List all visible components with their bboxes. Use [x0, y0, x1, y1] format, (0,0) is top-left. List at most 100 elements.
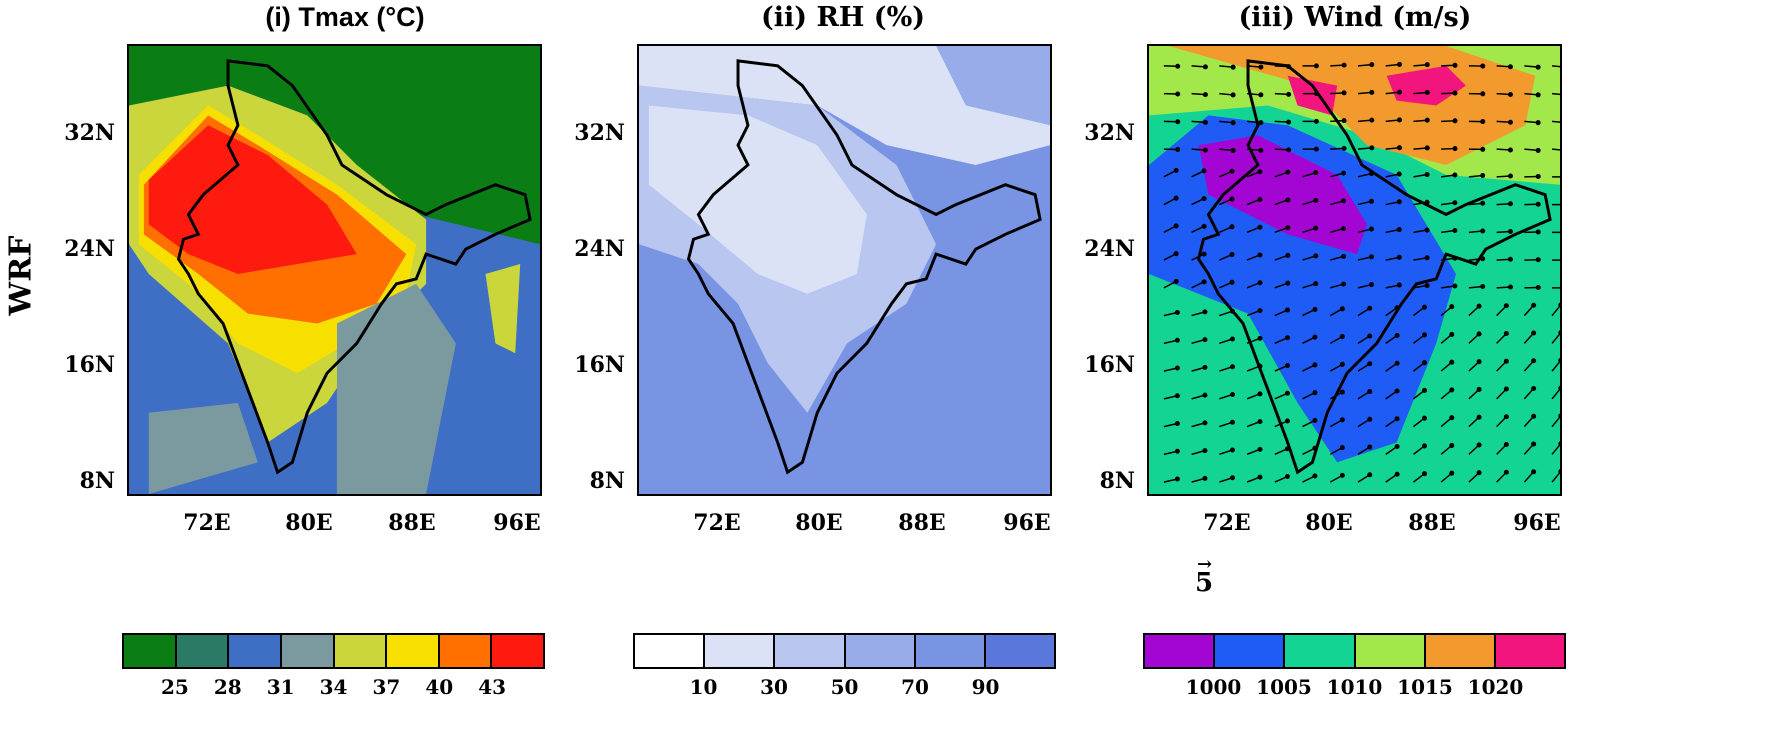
wind-vector-head — [1284, 335, 1290, 341]
wind-vector-head — [1229, 447, 1236, 453]
wind-vector-head — [1535, 64, 1541, 70]
colorbar-swatch — [1285, 635, 1356, 667]
wind-vector-head — [1396, 254, 1402, 260]
wind-vector-head — [1394, 388, 1400, 394]
wind-vector-head — [1174, 309, 1180, 316]
colorbar-label: 70 — [901, 675, 929, 699]
wind-vector-head — [1284, 362, 1290, 369]
wind-vector-head — [1175, 146, 1181, 153]
lat-tick-label: 8N — [79, 468, 115, 494]
lat-tick-label: 32N — [64, 120, 115, 146]
wind-vector-head — [1558, 357, 1560, 363]
wind-vector-head — [1449, 331, 1455, 337]
wind-vector-head — [1257, 446, 1263, 452]
wind-vector-head — [1230, 147, 1236, 153]
map-rh — [637, 44, 1052, 496]
wind-vector-head — [1367, 305, 1373, 311]
wind-vector-head — [1368, 226, 1374, 232]
wind-vector-head — [1507, 228, 1513, 235]
panel-title-wind: (iii) Wind (m/s) — [1238, 2, 1472, 33]
wind-vector-head — [1480, 200, 1486, 206]
wind-vector-head — [1313, 197, 1319, 203]
wind-vector-head — [1257, 335, 1263, 341]
colorbar-label: 25 — [160, 675, 189, 699]
wind-vector-head — [1396, 199, 1402, 205]
wind-vector-head — [1230, 64, 1236, 70]
wind-vector-head — [1394, 443, 1400, 450]
colorbar-swatch — [124, 635, 177, 667]
lat-tick-label: 24N — [574, 236, 625, 262]
wind-vector-head — [1452, 62, 1458, 68]
wind-vector-head — [1174, 448, 1180, 454]
wind-vector-head — [1535, 229, 1541, 235]
wind-vector-head — [1230, 120, 1236, 126]
colorbar-label: 28 — [213, 675, 242, 699]
wind-vector-head — [1424, 227, 1430, 233]
wind-vector-head — [1257, 308, 1263, 314]
wind-vector-head — [1503, 414, 1509, 420]
wind-vector-head — [1424, 283, 1430, 289]
wind-vector-head — [1339, 445, 1345, 451]
wind-vector-head — [1449, 387, 1455, 393]
lon-tick-label: 72E — [183, 510, 231, 536]
wind-vector-head — [1396, 89, 1403, 95]
wind-vector-head — [1394, 416, 1400, 422]
wind-vector-head — [1229, 252, 1235, 258]
wind-vector-head — [1201, 279, 1207, 285]
wind-vector-head — [1173, 223, 1179, 229]
wind-vector-head — [1312, 445, 1318, 451]
colorbar-label: 40 — [425, 675, 454, 699]
wind-vector-head — [1452, 172, 1458, 178]
wind-vector-head — [1367, 444, 1373, 450]
map-tmax — [127, 44, 542, 496]
wind-vector-head — [1313, 91, 1319, 97]
lon-tick-label: 72E — [1203, 510, 1251, 536]
wind-vector-head — [1257, 224, 1263, 230]
wind-vector-head — [1476, 331, 1482, 337]
wind-vector-head — [1396, 171, 1402, 177]
wind-vector-head — [1284, 307, 1290, 313]
wind-vector-head — [1175, 63, 1181, 69]
wind-vector-head — [1286, 119, 1292, 125]
wind-vector-head — [1424, 62, 1430, 68]
wind-vector-head — [1229, 279, 1235, 285]
wind-vector-head — [1480, 119, 1486, 125]
wind-vector-head — [1394, 305, 1400, 311]
wind-vector-head — [1341, 198, 1347, 204]
wind-vector-head — [1531, 441, 1537, 447]
wind-vector-head — [1368, 254, 1374, 260]
wind-vector-head — [1503, 358, 1509, 364]
wind-vector-head — [1257, 169, 1263, 175]
wind-vector-head — [1367, 361, 1373, 367]
wind-vector-head — [1507, 284, 1513, 290]
wind-vector-head — [1480, 146, 1486, 152]
wind-vector-head — [1284, 473, 1290, 480]
wind-vector-head — [1202, 64, 1208, 70]
colorbar-label: 30 — [760, 675, 788, 699]
wind-vector-head — [1535, 284, 1541, 291]
wind-vector-head — [1313, 118, 1319, 124]
wind-vector-head — [1286, 91, 1292, 97]
colorbar-swatch — [1425, 635, 1496, 667]
wind-vector-head — [1257, 474, 1263, 480]
wind-vector-head — [1503, 386, 1509, 392]
wind-vector-head — [1229, 364, 1236, 370]
wind-vector-head — [1452, 227, 1458, 234]
wind-vector-head — [1558, 441, 1560, 446]
wind-vector-head — [1507, 173, 1513, 179]
lon-tick-label: 80E — [1305, 510, 1353, 536]
wind-vector-head — [1503, 303, 1509, 309]
colorbar-label: 37 — [372, 675, 401, 699]
wind-vector-head — [1174, 420, 1180, 427]
wind-vector-head — [1507, 147, 1513, 153]
wind-vector-head — [1341, 118, 1347, 124]
wind-vector-head — [1202, 337, 1208, 343]
colorbar-swatch — [1145, 635, 1216, 667]
lon-tick-label: 96E — [1003, 510, 1051, 536]
wind-vector-head — [1421, 304, 1427, 310]
wind-vector-head — [1480, 283, 1486, 290]
wind-vector-head — [1201, 223, 1207, 229]
wind-vector-head — [1452, 200, 1458, 206]
wind-vector-head — [1531, 469, 1537, 475]
wind-vector-head — [1339, 389, 1345, 395]
